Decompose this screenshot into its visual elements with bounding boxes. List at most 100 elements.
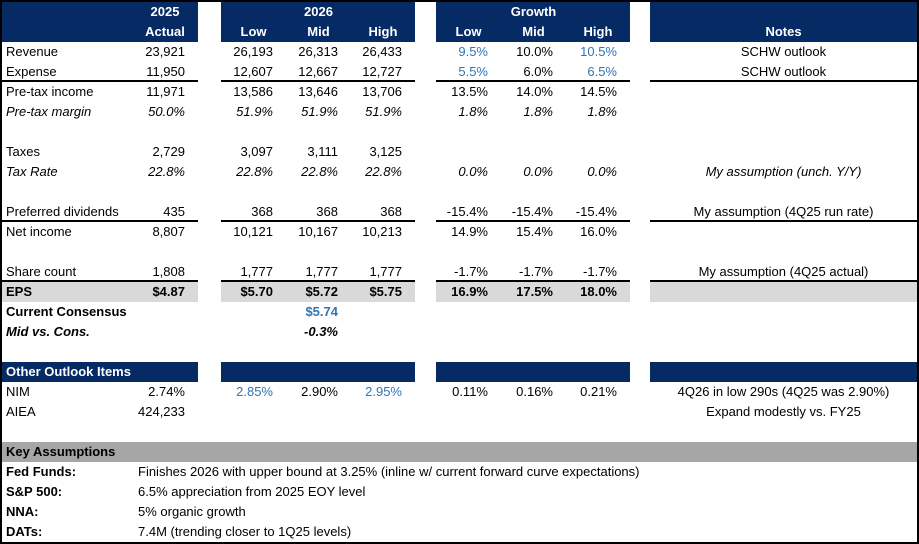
cell-eps-low[interactable]: $5.70 xyxy=(221,282,286,302)
cell-current-consensus-g-high[interactable] xyxy=(566,302,630,322)
header-cell-year-2025[interactable]: 2025 xyxy=(132,2,198,22)
cell-tax-rate-actual[interactable]: 22.8% xyxy=(148,164,185,179)
cell-net-income-g-high[interactable]: 16.0% xyxy=(580,224,617,239)
cell-share-count-actual[interactable]: 1,808 xyxy=(132,262,198,282)
header-cell-2026-mid[interactable]: Mid xyxy=(286,22,351,42)
cell-aiea-g-high[interactable] xyxy=(566,402,630,422)
cell-nim-high[interactable]: 2.95% xyxy=(365,384,402,399)
cell-pretax-margin-actual[interactable]: 50.0% xyxy=(148,104,185,119)
cell-other-outlook-items-label[interactable]: Other Outlook Items: xyxy=(2,362,132,382)
cell-net-income-label[interactable]: Net income xyxy=(6,224,72,239)
cell-taxes-high[interactable]: 3,125 xyxy=(369,144,402,159)
cell-nim-actual[interactable]: 2.74% xyxy=(148,384,185,399)
cell-other-outlook-items-mid[interactable] xyxy=(286,362,351,382)
cell-revenue-high[interactable]: 26,433 xyxy=(362,44,402,59)
cell-current-consensus-actual[interactable] xyxy=(132,302,198,322)
cell-share-count-note[interactable]: My assumption (4Q25 actual) xyxy=(650,262,917,282)
cell-nim-note[interactable]: 4Q26 in low 290s (4Q25 was 2.90%) xyxy=(677,384,890,399)
cell-current-consensus-mid[interactable]: $5.74 xyxy=(305,304,338,319)
cell-preferred-dividends-low[interactable]: 368 xyxy=(221,202,286,222)
cell-aiea-note[interactable]: Expand modestly vs. FY25 xyxy=(706,404,861,419)
cell-taxes-note[interactable] xyxy=(650,142,917,162)
cell-eps-mid[interactable]: $5.72 xyxy=(286,282,351,302)
cell-pretax-margin-g-high[interactable]: 1.8% xyxy=(587,104,617,119)
cell-other-outlook-items-g-mid[interactable] xyxy=(501,362,566,382)
cell-other-outlook-items-g-high[interactable] xyxy=(566,362,630,382)
cell-nim-low[interactable]: 2.85% xyxy=(236,384,273,399)
cell-share-count-mid[interactable]: 1,777 xyxy=(286,262,351,282)
cell-eps-label[interactable]: EPS xyxy=(2,282,132,302)
cell-share-count-low[interactable]: 1,777 xyxy=(221,262,286,282)
cell-expense-g-mid[interactable]: 6.0% xyxy=(501,62,566,82)
cell-expense-actual[interactable]: 11,950 xyxy=(132,62,198,82)
cell-pretax-income-actual[interactable]: 11,971 xyxy=(146,84,185,99)
cell-nim-g-mid[interactable]: 0.16% xyxy=(516,384,553,399)
cell-expense-high[interactable]: 12,727 xyxy=(351,62,415,82)
cell-tax-rate-note[interactable]: My assumption (unch. Y/Y) xyxy=(705,164,862,179)
cell-expense-note[interactable]: SCHW outlook xyxy=(650,62,917,82)
cell-mid-vs-cons-label[interactable]: Mid vs. Cons. xyxy=(6,324,90,339)
cell-mid-vs-cons-g-mid[interactable] xyxy=(501,322,566,342)
cell-pretax-income-g-high[interactable]: 14.5% xyxy=(580,84,617,99)
header-cell-notes[interactable]: Notes xyxy=(650,22,917,42)
header-cell-2026-high-blank[interactable] xyxy=(351,2,415,22)
cell-sp500-text[interactable]: 6.5% appreciation from 2025 EOY level xyxy=(138,484,366,499)
cell-aiea-mid[interactable] xyxy=(286,402,351,422)
header-cell-growth-low-blank[interactable] xyxy=(436,2,501,22)
cell-nim-g-high[interactable]: 0.21% xyxy=(580,384,617,399)
cell-taxes-g-low[interactable] xyxy=(436,142,501,162)
cell-share-count-g-low[interactable]: -1.7% xyxy=(436,262,501,282)
cell-mid-vs-cons-g-low[interactable] xyxy=(436,322,501,342)
cell-other-outlook-items-g-low[interactable] xyxy=(436,362,501,382)
cell-revenue-g-mid[interactable]: 10.0% xyxy=(516,44,553,59)
header-cell-blank-left-2[interactable] xyxy=(2,22,132,42)
cell-net-income-g-low[interactable]: 14.9% xyxy=(451,224,488,239)
header-cell-growth-mid[interactable]: Mid xyxy=(501,22,566,42)
cell-aiea-g-mid[interactable] xyxy=(501,402,566,422)
cell-net-income-actual[interactable]: 8,807 xyxy=(152,224,185,239)
cell-net-income-high[interactable]: 10,213 xyxy=(362,224,402,239)
cell-taxes-label[interactable]: Taxes xyxy=(6,144,40,159)
cell-net-income-mid[interactable]: 10,167 xyxy=(298,224,338,239)
cell-current-consensus-note[interactable] xyxy=(650,302,917,322)
header-cell-growth-title[interactable]: Growth xyxy=(501,2,566,22)
cell-preferred-dividends-g-mid[interactable]: -15.4% xyxy=(501,202,566,222)
cell-other-outlook-items-low[interactable] xyxy=(221,362,286,382)
cell-aiea-high[interactable] xyxy=(351,402,415,422)
cell-taxes-low[interactable]: 3,097 xyxy=(240,144,273,159)
cell-net-income-note[interactable] xyxy=(650,222,917,242)
header-cell-actual[interactable]: Actual xyxy=(132,22,198,42)
cell-dats-label[interactable]: DATs: xyxy=(6,524,43,539)
header-cell-growth-low[interactable]: Low xyxy=(436,22,501,42)
cell-other-outlook-items-actual[interactable] xyxy=(132,362,198,382)
cell-expense-g-high[interactable]: 6.5% xyxy=(566,62,630,82)
cell-revenue-actual[interactable]: 23,921 xyxy=(145,44,185,59)
cell-current-consensus-low[interactable] xyxy=(221,302,286,322)
cell-net-income-low[interactable]: 10,121 xyxy=(233,224,273,239)
cell-tax-rate-label[interactable]: Tax Rate xyxy=(6,164,58,179)
cell-nim-g-low[interactable]: 0.11% xyxy=(452,384,488,399)
cell-nna-text[interactable]: 5% organic growth xyxy=(138,504,246,519)
cell-revenue-low[interactable]: 26,193 xyxy=(233,44,273,59)
cell-pretax-income-note[interactable] xyxy=(650,82,917,102)
cell-eps-note[interactable] xyxy=(650,282,917,302)
cell-key-assumptions-label[interactable]: Key Assumptions xyxy=(2,442,917,462)
cell-tax-rate-high[interactable]: 22.8% xyxy=(365,164,402,179)
cell-taxes-mid[interactable]: 3,111 xyxy=(307,144,338,159)
cell-taxes-actual[interactable]: 2,729 xyxy=(152,144,185,159)
header-cell-blank-left[interactable] xyxy=(2,2,132,22)
cell-current-consensus-g-mid[interactable] xyxy=(501,302,566,322)
cell-fed-funds-text[interactable]: Finishes 2026 with upper bound at 3.25% … xyxy=(138,464,640,479)
cell-aiea-low[interactable] xyxy=(221,402,286,422)
cell-current-consensus-g-low[interactable] xyxy=(436,302,501,322)
cell-mid-vs-cons-low[interactable] xyxy=(221,322,286,342)
cell-tax-rate-g-high[interactable]: 0.0% xyxy=(587,164,617,179)
cell-net-income-g-mid[interactable]: 15.4% xyxy=(516,224,553,239)
cell-pretax-income-g-low[interactable]: 13.5% xyxy=(451,84,488,99)
cell-pretax-margin-low[interactable]: 51.9% xyxy=(236,104,273,119)
cell-tax-rate-mid[interactable]: 22.8% xyxy=(301,164,338,179)
cell-pretax-margin-g-low[interactable]: 1.8% xyxy=(458,104,488,119)
cell-nna-label[interactable]: NNA: xyxy=(6,504,39,519)
cell-eps-g-mid[interactable]: 17.5% xyxy=(501,282,566,302)
cell-aiea-g-low[interactable] xyxy=(436,402,501,422)
